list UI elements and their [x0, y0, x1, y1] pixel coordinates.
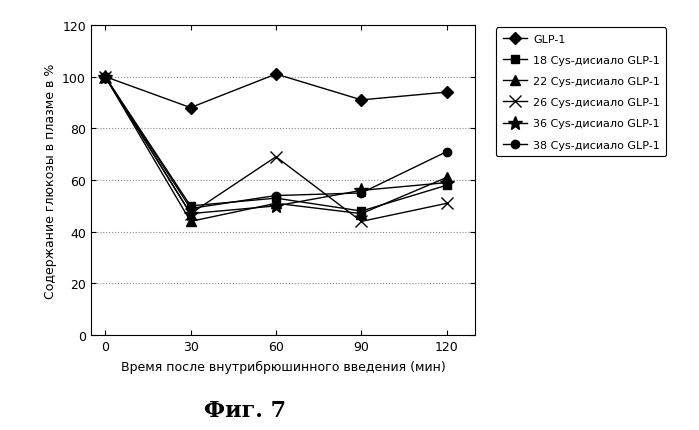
Line: 22 Cys-дисиало GLP-1: 22 Cys-дисиало GLP-1 [100, 73, 452, 227]
Legend: GLP-1, 18 Cys-дисиало GLP-1, 22 Cys-дисиало GLP-1, 26 Cys-дисиало GLP-1, 36 Cys-: GLP-1, 18 Cys-дисиало GLP-1, 22 Cys-диси… [496, 28, 666, 157]
Y-axis label: Содержание глюкозы в плазме в %: Содержание глюкозы в плазме в % [43, 63, 57, 298]
38 Cys-дисиало GLP-1 [272, 194, 280, 199]
36 Cys-дисиало GLP-1 [187, 212, 195, 217]
22 Cys-дисиало GLP-1 [101, 75, 109, 80]
GLP-1 [442, 90, 451, 95]
38 Cys-дисиало GLP-1 [357, 191, 366, 196]
GLP-1 [101, 75, 109, 80]
Line: GLP-1: GLP-1 [101, 71, 451, 113]
26 Cys-дисиало GLP-1 [357, 219, 366, 224]
Line: 38 Cys-дисиало GLP-1: 38 Cys-дисиало GLP-1 [101, 73, 451, 213]
Line: 26 Cys-дисиало GLP-1: 26 Cys-дисиало GLP-1 [99, 72, 452, 227]
Line: 36 Cys-дисиало GLP-1: 36 Cys-дисиало GLP-1 [98, 71, 454, 221]
22 Cys-дисиало GLP-1 [187, 219, 195, 224]
22 Cys-дисиало GLP-1 [272, 201, 280, 206]
GLP-1 [187, 106, 195, 111]
GLP-1 [357, 98, 366, 103]
26 Cys-дисиало GLP-1 [442, 201, 451, 206]
18 Cys-дисиало GLP-1 [442, 183, 451, 188]
26 Cys-дисиало GLP-1 [101, 75, 109, 80]
36 Cys-дисиало GLP-1 [101, 75, 109, 80]
18 Cys-дисиало GLP-1 [187, 204, 195, 209]
36 Cys-дисиало GLP-1 [357, 188, 366, 194]
26 Cys-дисиало GLP-1 [187, 212, 195, 217]
38 Cys-дисиало GLP-1 [442, 150, 451, 155]
36 Cys-дисиало GLP-1 [272, 204, 280, 209]
GLP-1 [272, 72, 280, 77]
38 Cys-дисиало GLP-1 [187, 206, 195, 212]
X-axis label: Время после внутрибрюшинного введения (мин): Время после внутрибрюшинного введения (м… [121, 360, 445, 373]
Line: 18 Cys-дисиало GLP-1: 18 Cys-дисиало GLP-1 [101, 73, 451, 216]
Text: Фиг. 7: Фиг. 7 [203, 399, 286, 421]
36 Cys-дисиало GLP-1 [442, 181, 451, 186]
22 Cys-дисиало GLP-1 [357, 212, 366, 217]
18 Cys-дисиало GLP-1 [101, 75, 109, 80]
18 Cys-дисиало GLP-1 [272, 196, 280, 201]
38 Cys-дисиало GLP-1 [101, 75, 109, 80]
26 Cys-дисиало GLP-1 [272, 155, 280, 160]
22 Cys-дисиало GLP-1 [442, 175, 451, 181]
18 Cys-дисиало GLP-1 [357, 209, 366, 214]
